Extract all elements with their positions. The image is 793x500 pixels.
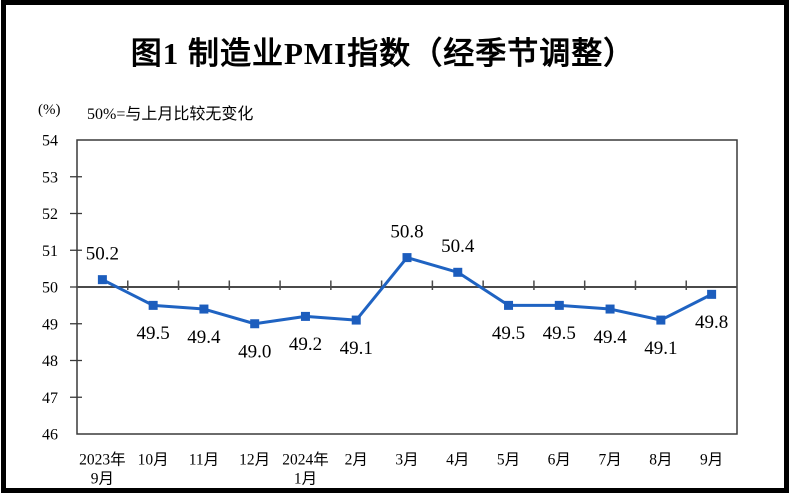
x-axis-label: 2023年	[79, 450, 126, 468]
x-axis-label: 3月	[395, 451, 418, 468]
data-point-label: 49.5	[492, 323, 525, 344]
data-point-label: 49.0	[238, 341, 271, 362]
x-axis-label: 11月	[189, 451, 219, 468]
y-axis-tick-label: 51	[42, 243, 58, 260]
x-axis-label: 7月	[598, 451, 621, 468]
data-point-marker	[656, 315, 666, 325]
data-point-marker	[148, 300, 158, 310]
y-axis-tick-label: 47	[42, 390, 58, 407]
x-axis-label: 12月	[239, 451, 270, 468]
y-axis-tick-label: 48	[42, 353, 58, 370]
x-axis-label: 8月	[649, 451, 672, 468]
data-point-label: 49.5	[543, 323, 576, 344]
x-axis-label: 9月	[91, 470, 114, 487]
x-axis-label: 2月	[345, 451, 368, 468]
x-axis-label: 1月	[294, 470, 317, 487]
x-axis-label: 9月	[700, 451, 723, 468]
x-axis-label: 10月	[138, 451, 169, 468]
x-axis-label: 4月	[446, 451, 469, 468]
data-point-label: 50.2	[86, 243, 119, 264]
data-point-marker	[250, 319, 260, 329]
data-point-label: 49.2	[289, 334, 322, 355]
data-point-marker	[97, 275, 107, 285]
y-axis-tick-label: 50	[42, 280, 58, 297]
x-axis-label: 5月	[497, 451, 520, 468]
chart-title: 图1 制造业PMI指数（经季节调整）	[130, 36, 636, 71]
data-point-label: 50.4	[441, 236, 475, 257]
data-point-marker	[605, 304, 615, 314]
data-point-marker	[707, 289, 717, 299]
y-axis-tick-label: 53	[42, 169, 58, 186]
data-point-marker	[402, 253, 412, 263]
data-point-marker	[453, 267, 463, 277]
data-point-marker	[554, 300, 564, 310]
data-point-label: 50.8	[390, 221, 423, 242]
y-axis-tick-label: 46	[42, 427, 58, 444]
data-point-label: 49.4	[187, 327, 221, 348]
y-axis-tick-label: 49	[42, 316, 58, 333]
data-point-marker	[351, 315, 361, 325]
y-axis-tick-label: 54	[42, 133, 58, 150]
data-point-label: 49.4	[593, 327, 627, 348]
y-axis-tick-label: 52	[42, 206, 58, 223]
x-axis-label: 2024年	[282, 450, 329, 468]
data-point-label: 49.5	[137, 323, 170, 344]
data-point-marker	[504, 300, 514, 310]
y-axis-unit-label: (%)	[38, 102, 61, 118]
data-point-marker	[199, 304, 209, 314]
x-axis-label: 6月	[548, 451, 571, 468]
pmi-line	[100, 256, 714, 326]
data-point-label: 49.8	[695, 312, 728, 333]
data-point-label: 49.1	[644, 338, 677, 359]
data-point-marker	[300, 311, 310, 321]
reference-line-note: 50%=与上月比较无变化	[87, 106, 254, 123]
data-point-label: 49.1	[340, 338, 373, 359]
